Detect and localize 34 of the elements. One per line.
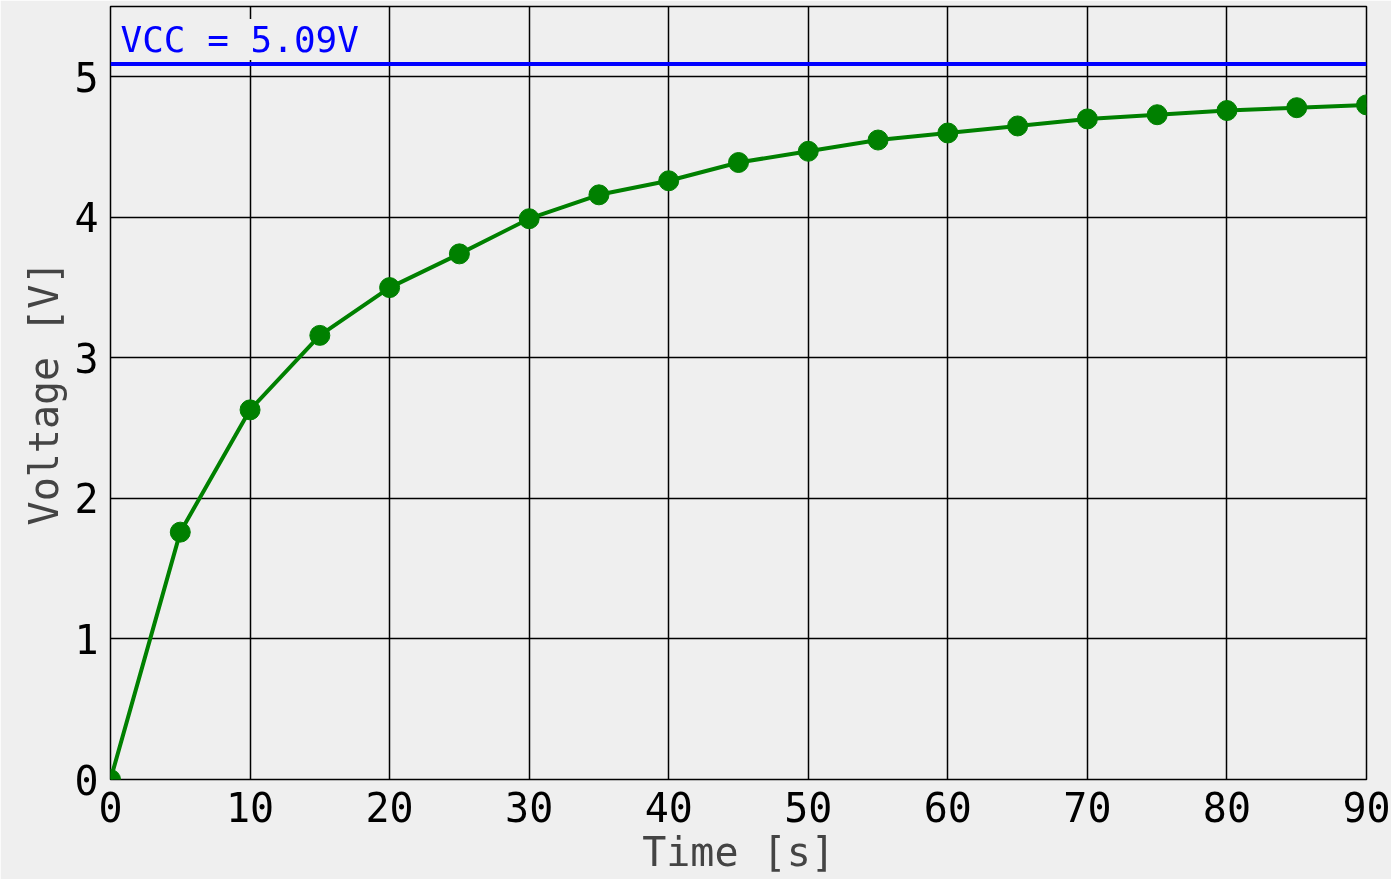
point (1076, 108, 1098, 130)
x-tick-label: 60 (923, 784, 972, 831)
point (169, 521, 191, 543)
x-tick-label: 10 (225, 784, 275, 831)
point (309, 324, 331, 346)
x-tick-label: 40 (644, 784, 693, 831)
y-tick-label: 2 (74, 476, 99, 523)
x-tick-label: 90 (1342, 784, 1391, 831)
y-tick-label: 4 (74, 195, 99, 242)
x-axis-title: Time [s] (642, 828, 835, 875)
point (1216, 100, 1238, 121)
ref-line-label: VCC = 5.09V (120, 19, 359, 61)
point (448, 243, 470, 265)
point (937, 122, 959, 144)
y-tick-label: 1 (74, 616, 99, 663)
x-tick-label: 20 (365, 784, 414, 831)
point (1286, 97, 1308, 119)
point (867, 129, 889, 151)
x-tick-label: 80 (1202, 784, 1252, 831)
x-tick-label: 30 (505, 784, 554, 831)
point (728, 152, 749, 173)
point (379, 277, 401, 299)
point (1146, 104, 1168, 126)
point (1007, 115, 1029, 137)
point (518, 208, 540, 230)
y-tick-label: 3 (74, 335, 99, 382)
point (588, 184, 610, 206)
x-tick-label: 70 (1063, 784, 1112, 831)
point (658, 170, 680, 192)
point (797, 140, 819, 162)
point (239, 399, 261, 421)
x-tick-label: 50 (784, 784, 833, 831)
y-tick-label: 5 (74, 54, 99, 101)
y-axis-title: Voltage [V] (21, 260, 68, 526)
